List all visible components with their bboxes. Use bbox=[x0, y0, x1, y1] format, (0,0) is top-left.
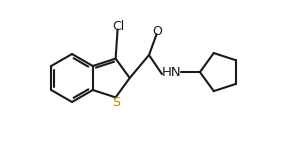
Text: S: S bbox=[113, 96, 120, 109]
Text: O: O bbox=[152, 25, 162, 38]
Text: Cl: Cl bbox=[112, 20, 125, 33]
Text: HN: HN bbox=[162, 66, 182, 79]
